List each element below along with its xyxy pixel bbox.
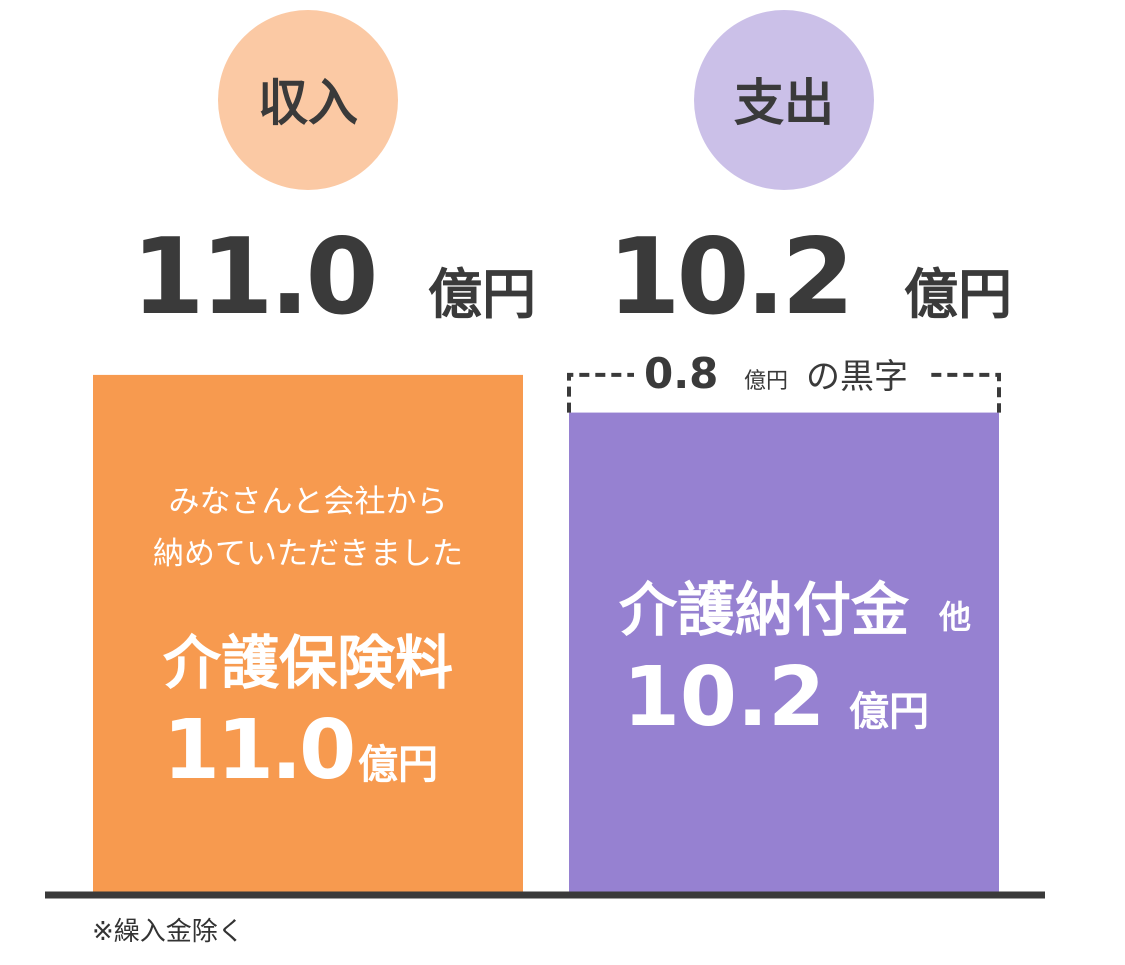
bar-caption: 納めていただきました (153, 536, 463, 572)
total-unit: 億円 (904, 263, 1012, 326)
total-value: 11.0 (131, 216, 374, 338)
surplus-value: 0.8 (644, 349, 718, 398)
total-unit: 億円 (428, 263, 536, 326)
surplus-label-bg (634, 349, 929, 400)
surplus-unit: 億円 (744, 369, 788, 394)
surplus-text: の黒字 (806, 357, 908, 397)
category-circle (694, 10, 874, 190)
bar (569, 412, 999, 893)
category-label: 収入 (258, 74, 358, 132)
surplus-box (567, 372, 1001, 413)
bar-value: 10.2 (623, 650, 825, 745)
bar-item: 介護納付金 (619, 576, 910, 644)
total-value: 10.2 (607, 216, 850, 338)
category-label: 支出 (734, 74, 834, 132)
bar-caption: みなさんと会社から (169, 484, 448, 520)
bar-unit: 億円 (358, 742, 438, 788)
bar (93, 374, 523, 893)
bar-value: 11.0 (163, 703, 353, 798)
category-circle (218, 10, 398, 190)
bar-unit: 億円 (849, 689, 929, 735)
bar-item: 介護保険料 (163, 629, 453, 697)
note: ※繰入金除く (92, 917, 244, 947)
bar-item-suffix: 他 (938, 598, 971, 636)
